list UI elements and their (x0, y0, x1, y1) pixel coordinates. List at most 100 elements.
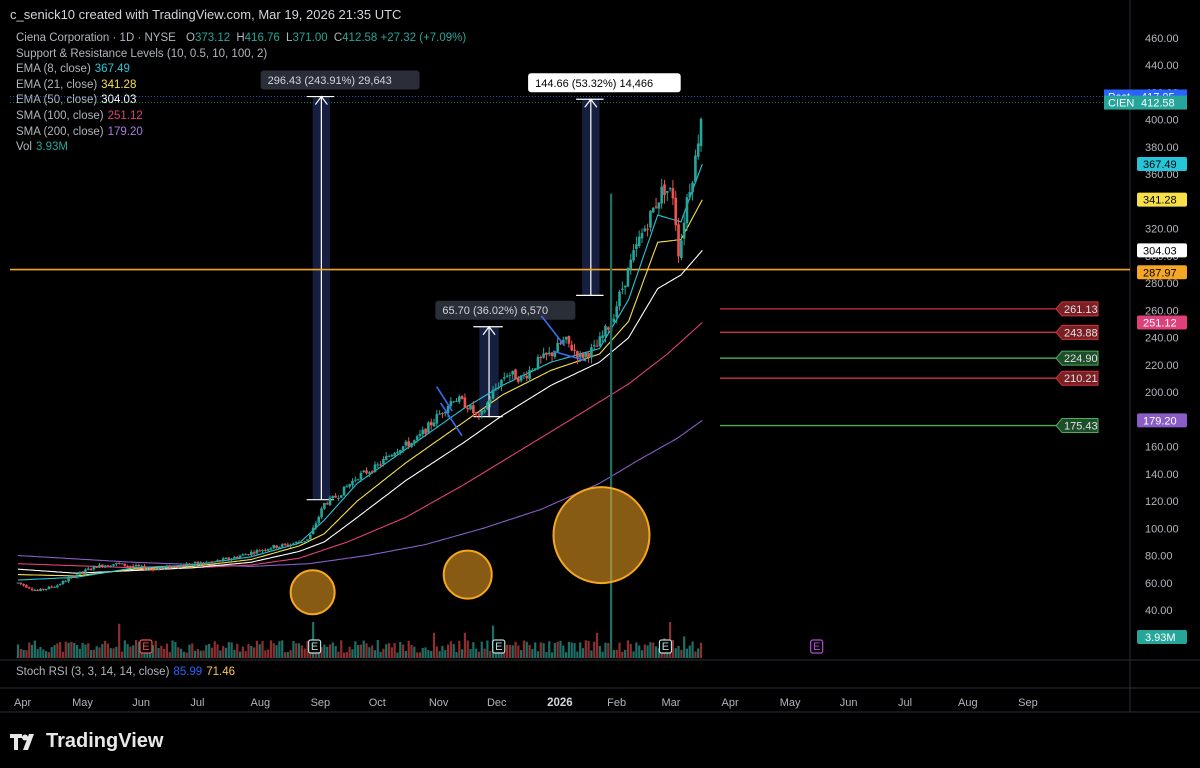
candle-body (244, 554, 247, 556)
candle-body (469, 405, 472, 410)
y-tick-label: 200.00 (1145, 387, 1179, 399)
candle-body (207, 562, 211, 564)
volume-bar (528, 644, 531, 658)
x-tick-label: Jul (898, 697, 912, 709)
volume-bar (387, 643, 391, 658)
volume-bar (328, 644, 332, 658)
candle-body (272, 544, 276, 549)
candle-body (452, 401, 455, 403)
volume-bar (261, 641, 264, 658)
volume-bar (385, 644, 388, 658)
candle-body (275, 545, 278, 548)
volume-bar (553, 643, 556, 658)
candle-body (621, 288, 624, 290)
volume-bar (233, 649, 236, 658)
legend-ema21[interactable]: EMA (21, close) 341.28 (16, 78, 137, 91)
legend-sma200[interactable]: SMA (200, close) 179.20 (16, 125, 143, 138)
legend-vol[interactable]: Vol 3.93M (16, 141, 68, 154)
candle-body (81, 571, 84, 573)
volume-bar (28, 642, 31, 658)
candle-body (410, 442, 413, 448)
volume-bar (258, 644, 261, 658)
candle-body (680, 240, 683, 259)
volume-bar (593, 641, 596, 658)
volume-bar (193, 650, 197, 658)
y-tick-label: 360.00 (1145, 169, 1179, 181)
candle-body (78, 571, 82, 575)
volume-bar (269, 640, 273, 658)
price-badge (1137, 243, 1187, 258)
candle-body (64, 581, 68, 583)
candle-body (587, 353, 590, 358)
candle-body (368, 472, 371, 474)
sr-level-value: 224.90 (1064, 353, 1098, 365)
candle-body (441, 412, 444, 414)
volume-bar (418, 652, 422, 658)
volume-bar (534, 642, 537, 658)
legend-sma100[interactable]: SMA (100, close) 251.12 (16, 109, 143, 122)
price-badge-value: 341.28 (1143, 195, 1177, 207)
candle-body (514, 369, 517, 380)
volume-bar (16, 644, 20, 658)
y-tick-label: 80.00 (1145, 551, 1173, 563)
candle-body (674, 197, 678, 226)
symbol-row[interactable]: Ciena Corporation · 1D · NYSE O373.12 H4… (16, 32, 467, 44)
candle-body (182, 565, 186, 567)
volume-highlight-circle (552, 486, 651, 585)
volume-bar (81, 642, 84, 658)
price-badge (1137, 315, 1187, 330)
candle-body (174, 566, 177, 568)
volume-bar (556, 641, 559, 658)
candle-body (255, 550, 259, 554)
brand-name: TradingView (46, 730, 164, 752)
volume-bar (345, 652, 348, 658)
volume-bar (92, 649, 95, 658)
volume-bar (416, 652, 419, 658)
candle-body (519, 375, 523, 381)
candle-body (435, 414, 439, 424)
candle-body (632, 250, 635, 261)
candle-body (483, 410, 486, 412)
candle-body (581, 353, 585, 359)
volume-bar (120, 651, 124, 658)
candle-body (640, 232, 644, 239)
stoch-rsi-legend[interactable]: Stoch RSI (3, 3, 14, 14, close) 85.99 71.4… (16, 666, 235, 678)
volume-bar (536, 651, 540, 658)
measure-label-box (528, 73, 681, 93)
earnings-marker (307, 639, 322, 654)
legend-ema8[interactable]: EMA (8, close) 367.49 (16, 63, 130, 76)
legend-ema50[interactable]: EMA (50, close) 304.03 (16, 94, 137, 107)
price-badge-label: CIEN (1108, 98, 1134, 110)
volume-bar (188, 644, 191, 658)
volume-bar (70, 641, 73, 658)
candle-body (562, 339, 565, 345)
volume-bar (281, 640, 284, 658)
volume-bar (570, 642, 573, 658)
earnings-marker (658, 639, 673, 654)
candle-body (292, 543, 295, 546)
volume-bar (688, 645, 691, 658)
candle-body (303, 541, 307, 543)
candle-body (657, 202, 661, 209)
volume-bar (598, 645, 601, 658)
candle-body (325, 503, 329, 505)
volume-bar (396, 652, 399, 658)
high-value: 416.76 (244, 32, 280, 44)
sr-level-tag (1055, 350, 1099, 366)
candle-body (280, 544, 284, 547)
volume-bar (446, 644, 450, 658)
volume-bar (283, 652, 287, 658)
candle-body (635, 244, 638, 249)
candle-body (651, 207, 655, 213)
legend-sr[interactable]: Support & Resistance Levels (10, 0.5, 10… (16, 47, 268, 60)
volume-bar (359, 644, 363, 658)
candle-body (460, 396, 464, 399)
volume-bar (326, 646, 329, 658)
candle-body (606, 327, 610, 330)
candle-body (129, 565, 132, 567)
volume-bar (25, 650, 28, 658)
volume-bar (250, 645, 253, 658)
indicator-legend: Ciena Corporation · 1D · NYSE O373.12 H4… (16, 31, 466, 156)
volume-bar (137, 641, 140, 658)
